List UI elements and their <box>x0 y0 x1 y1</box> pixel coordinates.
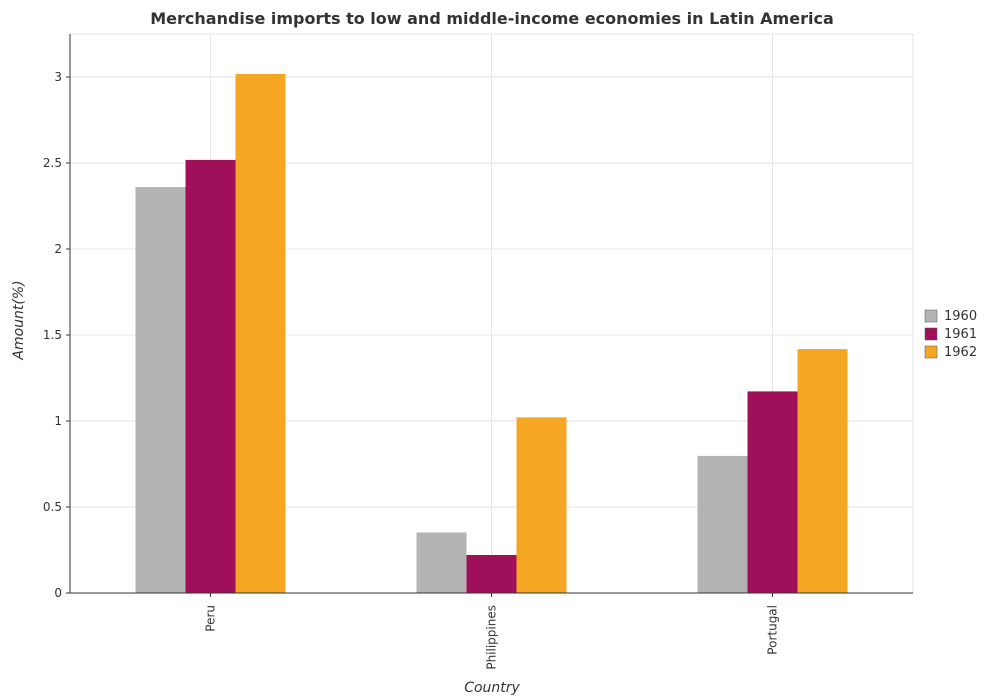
y-tick-label: 0 <box>54 586 62 600</box>
bar-1961-philippines <box>466 554 517 593</box>
bar-1960-portugal <box>697 455 748 593</box>
y-tick-labels: 0 0.5 1 1.5 2 2.5 3 <box>43 70 70 600</box>
y-tick-label: 2.5 <box>43 156 62 170</box>
legend-swatch-1962 <box>924 345 938 359</box>
bar-1962-peru <box>235 73 286 594</box>
legend-label-1962: 1962 <box>944 345 977 360</box>
y-tick-label: 3 <box>54 70 62 84</box>
bar-1961-portugal <box>747 391 798 593</box>
bars <box>135 73 848 594</box>
y-tick-label: 1 <box>54 414 62 428</box>
chart-title: Merchandise imports to low and middle-in… <box>150 9 833 28</box>
legend-label-1961: 1961 <box>944 327 977 342</box>
y-tick-label: 2 <box>54 242 62 256</box>
bar-1962-portugal <box>797 349 848 593</box>
y-tick-label: 1.5 <box>43 328 62 342</box>
x-tick-label: Philippines <box>485 605 499 670</box>
bar-1960-philippines <box>416 532 467 593</box>
legend: 1960 1961 1962 <box>924 309 977 360</box>
legend-swatch-1961 <box>924 327 938 341</box>
x-tick-label: Peru <box>204 605 218 632</box>
y-tick-label: 0.5 <box>43 500 62 514</box>
x-tick-label: Portugal <box>766 605 780 655</box>
legend-swatch-1960 <box>924 309 938 323</box>
legend-label-1960: 1960 <box>944 309 977 324</box>
x-tick-labels: Peru Philippines Portugal <box>204 593 780 670</box>
bar-1962-philippines <box>516 417 567 593</box>
x-axis-label: Country <box>464 680 520 696</box>
bar-1961-peru <box>185 159 236 594</box>
bar-1960-peru <box>135 187 186 593</box>
y-axis-label: Amount(%) <box>11 280 27 360</box>
